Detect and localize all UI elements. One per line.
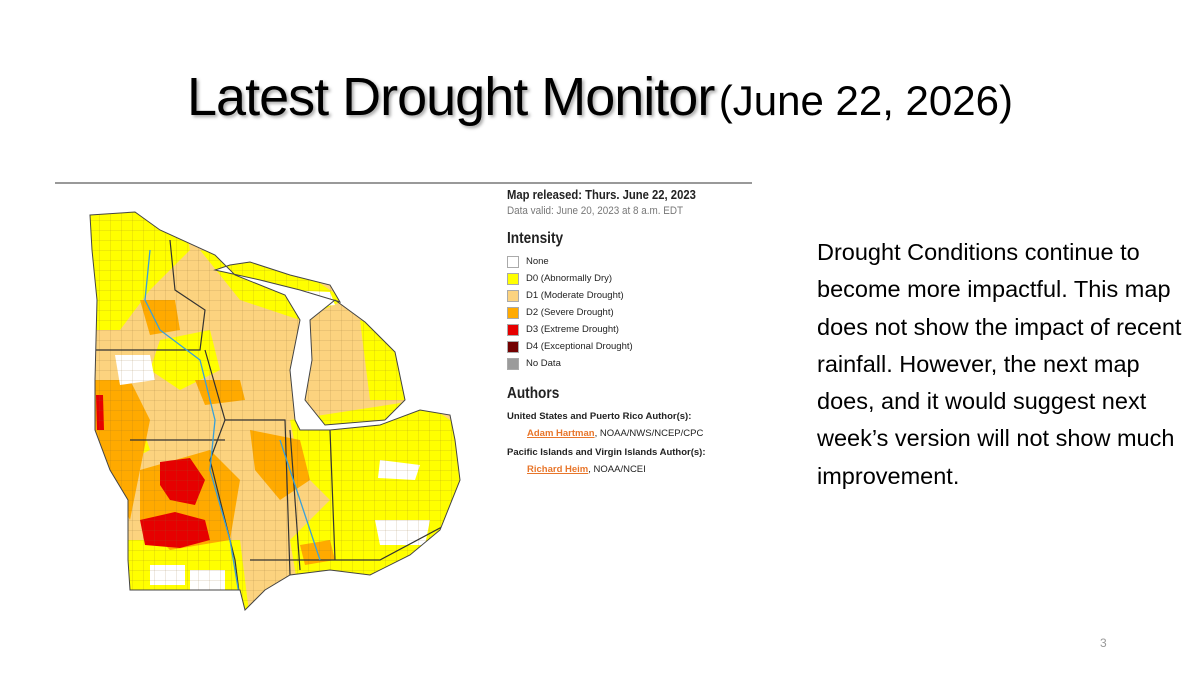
legend-swatch xyxy=(507,357,519,370)
author-region: United States and Puerto Rico Author(s): xyxy=(507,411,692,422)
legend-label: None xyxy=(526,256,549,267)
legend-item: D0 (Abnormally Dry) xyxy=(507,270,747,287)
legend-item: D1 (Moderate Drought) xyxy=(507,287,747,304)
legend-item: D2 (Severe Drought) xyxy=(507,304,747,321)
legend-label: No Data xyxy=(526,358,561,369)
map-legend-panel: Map released: Thurs. June 22, 2023 Data … xyxy=(507,188,747,475)
authors-heading: Authors xyxy=(507,385,560,402)
legend-item: No Data xyxy=(507,355,747,372)
legend-swatch xyxy=(507,340,519,353)
legend-label: D3 (Extreme Drought) xyxy=(526,324,619,335)
legend-swatch xyxy=(507,272,519,285)
author-link[interactable]: Adam Hartman xyxy=(527,428,595,439)
author-region: Pacific Islands and Virgin Islands Autho… xyxy=(507,447,706,458)
slide-number: 3 xyxy=(1100,636,1107,650)
legend-swatch xyxy=(507,255,519,268)
legend-item: D4 (Exceptional Drought) xyxy=(507,338,747,355)
legend-label: D0 (Abnormally Dry) xyxy=(526,273,613,284)
legend-item: None xyxy=(507,253,747,270)
map-released: Map released: Thurs. June 22, 2023 xyxy=(507,188,696,202)
legend-swatch xyxy=(507,289,519,302)
body-text: Drought Conditions continue to become mo… xyxy=(817,239,1182,489)
author-affiliation: , NOAA/NCEI xyxy=(588,464,646,475)
data-valid: Data valid: June 20, 2023 at 8 a.m. EDT xyxy=(507,205,684,217)
legend: None D0 (Abnormally Dry) D1 (Moderate Drou… xyxy=(507,253,747,372)
authors: United States and Puerto Rico Author(s):… xyxy=(507,411,747,475)
slide-title: Latest Drought Monitor (June 22, 2026) xyxy=(0,66,1200,128)
author-affiliation: , NOAA/NWS/NCEP/CPC xyxy=(594,428,704,439)
legend-swatch xyxy=(507,306,519,319)
legend-label: D4 (Exceptional Drought) xyxy=(526,341,633,352)
author-line: Adam Hartman, NOAA/NWS/NCEP/CPC xyxy=(527,428,747,439)
legend-swatch xyxy=(507,323,519,336)
title-date: (June 22, 2026) xyxy=(718,77,1013,124)
intensity-heading: Intensity xyxy=(507,230,564,247)
legend-item: D3 (Extreme Drought) xyxy=(507,321,747,338)
author-line: Richard Heim, NOAA/NCEI xyxy=(527,464,747,475)
legend-label: D2 (Severe Drought) xyxy=(526,307,614,318)
author-link[interactable]: Richard Heim xyxy=(527,464,589,475)
legend-label: D1 (Moderate Drought) xyxy=(526,290,624,301)
title-main: Latest Drought Monitor xyxy=(187,67,715,127)
drought-map xyxy=(55,182,752,611)
